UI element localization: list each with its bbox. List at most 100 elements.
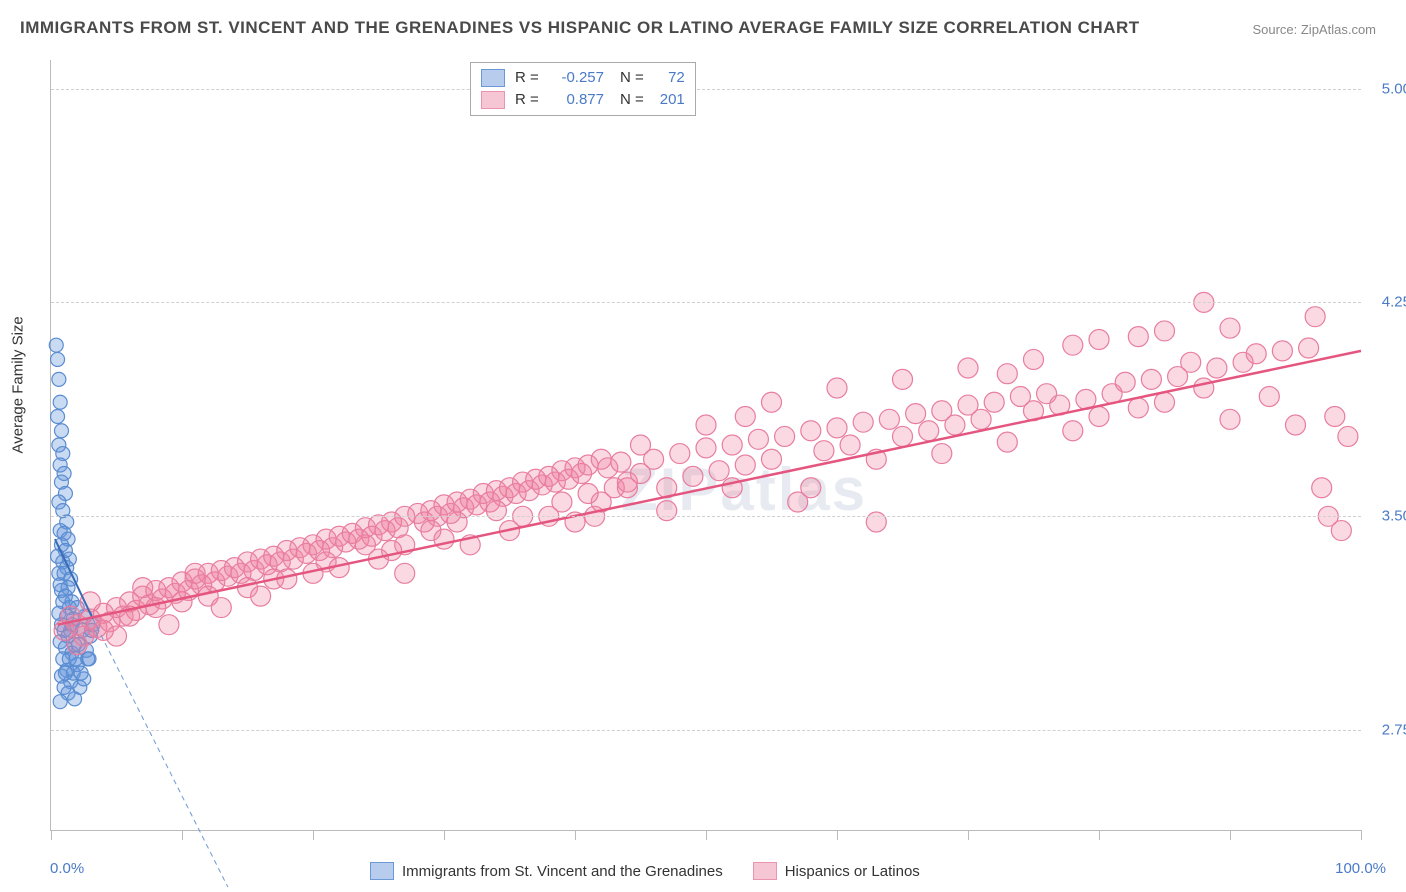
scatter-point	[1331, 521, 1351, 541]
scatter-point	[1063, 335, 1083, 355]
chart-svg	[51, 60, 1361, 830]
trend-line-dashed	[93, 619, 228, 887]
scatter-point	[52, 372, 66, 386]
legend-item-blue: Immigrants from St. Vincent and the Gren…	[370, 862, 723, 880]
scatter-point	[748, 429, 768, 449]
scatter-point	[1063, 421, 1083, 441]
scatter-point	[853, 412, 873, 432]
scatter-point	[159, 615, 179, 635]
scatter-point	[1220, 318, 1240, 338]
scatter-point	[51, 409, 65, 423]
scatter-point	[1259, 387, 1279, 407]
scatter-point	[49, 338, 63, 352]
scatter-point	[1246, 344, 1266, 364]
gridline	[51, 89, 1361, 90]
n-value-pink: 201	[650, 89, 685, 111]
legend-series: Immigrants from St. Vincent and the Gren…	[370, 862, 920, 880]
scatter-point	[578, 483, 598, 503]
x-tick	[837, 830, 838, 840]
chart-source: Source: ZipAtlas.com	[1252, 22, 1376, 37]
scatter-point	[919, 421, 939, 441]
y-axis-title: Average Family Size	[10, 316, 27, 453]
scatter-point	[683, 466, 703, 486]
scatter-point	[1141, 369, 1161, 389]
scatter-point	[997, 432, 1017, 452]
scatter-point	[814, 441, 834, 461]
x-axis-min-label: 0.0%	[50, 860, 84, 877]
scatter-point	[133, 578, 153, 598]
legend-stats-row-pink: R = 0.877 N = 201	[481, 89, 685, 111]
scatter-point	[1194, 378, 1214, 398]
scatter-point	[1286, 415, 1306, 435]
scatter-point	[1325, 406, 1345, 426]
scatter-point	[211, 598, 231, 618]
legend-swatch-blue	[370, 862, 394, 880]
y-tick-label: 2.75	[1371, 722, 1406, 739]
scatter-point	[735, 406, 755, 426]
scatter-point	[801, 421, 821, 441]
scatter-point	[82, 652, 96, 666]
scatter-point	[984, 392, 1004, 412]
scatter-point	[932, 444, 952, 464]
r-label: R =	[515, 89, 543, 111]
x-tick	[575, 830, 576, 840]
scatter-point	[879, 409, 899, 429]
scatter-point	[251, 586, 271, 606]
scatter-point	[51, 352, 65, 366]
scatter-point	[447, 512, 467, 532]
scatter-point	[1181, 352, 1201, 372]
r-value-blue: -0.257	[549, 67, 604, 89]
gridline	[51, 302, 1361, 303]
scatter-point	[840, 435, 860, 455]
scatter-point	[1338, 426, 1358, 446]
scatter-point	[172, 592, 192, 612]
scatter-point	[1272, 341, 1292, 361]
scatter-point	[395, 563, 415, 583]
scatter-point	[958, 358, 978, 378]
scatter-point	[58, 666, 72, 680]
r-value-pink: 0.877	[549, 89, 604, 111]
scatter-point	[1128, 327, 1148, 347]
legend-label-pink: Hispanics or Latinos	[785, 863, 920, 880]
scatter-point	[53, 695, 67, 709]
scatter-point	[997, 364, 1017, 384]
x-tick	[1361, 830, 1362, 840]
gridline	[51, 516, 1361, 517]
scatter-point	[1312, 478, 1332, 498]
legend-swatch-blue	[481, 69, 505, 87]
scatter-point	[775, 426, 795, 446]
x-axis-max-label: 100.0%	[1335, 860, 1386, 877]
n-label: N =	[620, 67, 644, 89]
scatter-point	[74, 666, 88, 680]
r-label: R =	[515, 67, 543, 89]
y-tick-label: 5.00	[1371, 80, 1406, 97]
x-tick	[51, 830, 52, 840]
x-tick	[444, 830, 445, 840]
scatter-point	[1299, 338, 1319, 358]
legend-stats-row-blue: R = -0.257 N = 72	[481, 67, 685, 89]
scatter-point	[1155, 321, 1175, 341]
scatter-point	[1089, 406, 1109, 426]
scatter-point	[486, 501, 506, 521]
scatter-point	[945, 415, 965, 435]
x-tick	[1099, 830, 1100, 840]
legend-item-pink: Hispanics or Latinos	[753, 862, 920, 880]
x-tick	[182, 830, 183, 840]
scatter-point	[355, 535, 375, 555]
legend-swatch-pink	[481, 91, 505, 109]
scatter-point	[146, 598, 166, 618]
scatter-point	[631, 435, 651, 455]
gridline	[51, 730, 1361, 731]
scatter-point	[670, 444, 690, 464]
scatter-point	[1115, 372, 1135, 392]
scatter-point	[722, 435, 742, 455]
x-tick	[706, 830, 707, 840]
scatter-point	[1305, 307, 1325, 327]
scatter-point	[827, 378, 847, 398]
y-tick-label: 4.25	[1371, 294, 1406, 311]
scatter-point	[866, 512, 886, 532]
x-tick	[1230, 830, 1231, 840]
chart-title: IMMIGRANTS FROM ST. VINCENT AND THE GREN…	[20, 18, 1140, 38]
scatter-point	[735, 455, 755, 475]
scatter-point	[827, 418, 847, 438]
